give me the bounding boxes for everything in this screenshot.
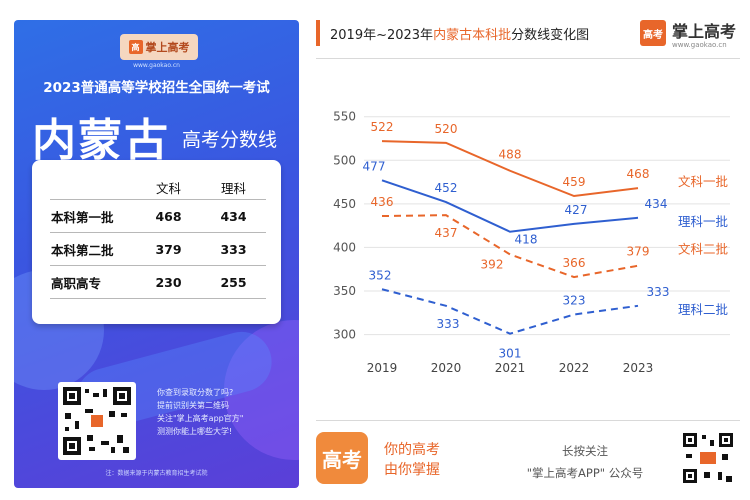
- data-label: 323: [563, 294, 586, 308]
- poster-footer-note: 注：数据来源于内蒙古教育招生考试院: [105, 470, 208, 477]
- qr-code-icon[interactable]: [682, 432, 734, 484]
- slogan-line: 你的高考: [384, 442, 440, 458]
- chart-series: [381, 140, 639, 335]
- score-table-row: 高职高专 230 255: [50, 265, 266, 299]
- chart-title-suffix: 分数线变化图: [511, 28, 590, 43]
- y-tick-label: 500: [333, 153, 356, 167]
- score-table-row: 本科第一批 468 434: [50, 199, 266, 233]
- poster-promo-text: 你查到录取分数了吗? 提前识别关第二维码 关注"掌上高考app官方" 测测你能上…: [157, 386, 243, 438]
- legend-entry: 理科一批: [678, 214, 728, 229]
- score-table-cell: 本科第二批: [50, 232, 136, 266]
- poster-logo-text: 掌上高考: [145, 41, 190, 54]
- follow-line: "掌上高考APP" 公众号: [526, 466, 644, 480]
- x-tick-label: 2023: [623, 361, 654, 375]
- follow-prompt: 长按关注 "掌上高考APP" 公众号: [510, 440, 660, 484]
- series-line: [381, 288, 639, 335]
- title-accent-bar: [316, 20, 320, 46]
- data-label: 352: [369, 268, 392, 282]
- chart-title: 2019年~2023年内蒙古本科批分数线变化图: [330, 24, 589, 43]
- data-label: 468: [627, 167, 650, 181]
- legend-entry: 文科一批: [678, 174, 728, 189]
- score-table-cell: 379: [136, 232, 201, 266]
- x-tick-label: 2021: [495, 361, 526, 375]
- y-tick-label: 300: [333, 328, 356, 342]
- score-table-header-cell: 理科: [201, 175, 266, 200]
- score-table-row: 本科第二批 379 333: [50, 232, 266, 266]
- legend-entry: 文科二批: [678, 242, 728, 257]
- data-label: 434: [645, 197, 668, 211]
- score-table-cell: 434: [201, 199, 266, 233]
- y-axis: 300 350 400 450 500 550: [333, 110, 356, 342]
- poster-logo: 高 掌上高考: [120, 34, 198, 60]
- chart-title-highlight: 内蒙古本科批: [433, 28, 512, 43]
- chart-data-labels: 522 520 488 459 468 477 452 418 427 434 436 437 392 3…: [363, 120, 670, 361]
- score-table-cell: 高职高专: [50, 265, 136, 299]
- score-table-cell: 230: [136, 265, 201, 299]
- poster-subtitle: 2023普通高等学校招生全国统一考试: [43, 80, 270, 96]
- x-tick-label: 2019: [367, 361, 398, 375]
- data-label: 522: [371, 120, 394, 134]
- data-label: 520: [435, 122, 458, 136]
- data-label: 418: [515, 233, 538, 247]
- x-tick-label: 2022: [559, 361, 590, 375]
- score-table-header-cell: [50, 175, 136, 200]
- data-label: 301: [499, 347, 522, 361]
- data-label: 477: [363, 159, 386, 173]
- y-tick-label: 550: [333, 110, 356, 124]
- chart-title-prefix: 2019年~2023年: [330, 28, 434, 43]
- gaokao-app-icon: 高考: [316, 432, 368, 484]
- follow-line: 长按关注: [562, 444, 608, 458]
- slogan: 你的高考 由你掌握: [384, 440, 440, 480]
- divider: [316, 420, 740, 421]
- y-tick-label: 350: [333, 284, 356, 298]
- data-label: 366: [563, 256, 586, 270]
- brand-url: www.gaokao.cn: [672, 41, 727, 49]
- score-table-header: 文科 理科: [50, 175, 266, 200]
- legend-entry: 理科二批: [678, 302, 728, 317]
- brand-logo: 高考 掌上高考 www.gaokao.cn: [640, 18, 740, 58]
- data-label: 333: [437, 317, 460, 331]
- promo-line: 提前识别关第二维码: [157, 401, 229, 410]
- x-axis: 2019 2020 2021 2022 2023: [367, 361, 654, 375]
- poster-region-title: 内蒙古: [32, 115, 170, 166]
- score-table-cell: 333: [201, 232, 266, 266]
- poster: 高 掌上高考 www.gaokao.cn 2023普通高等学校招生全国统一考试 …: [14, 20, 299, 488]
- slogan-line: 由你掌握: [384, 462, 440, 478]
- data-label: 437: [435, 226, 458, 240]
- series-line: [381, 179, 639, 233]
- data-label: 333: [647, 285, 670, 299]
- data-label: 379: [627, 245, 650, 259]
- score-table-cell: 255: [201, 265, 266, 299]
- promo-line: 测测你能上哪些大学!: [157, 427, 233, 436]
- poster-score-line-label: 高考分数线: [182, 129, 278, 151]
- y-tick-label: 450: [333, 197, 356, 211]
- gaokao-logo-icon: 高考: [640, 20, 666, 46]
- data-label: 436: [371, 195, 394, 209]
- score-table: 文科 理科 本科第一批 468 434 本科第二批 379 333 高职高专 2…: [50, 175, 266, 299]
- data-label: 459: [563, 175, 586, 189]
- promo-line: 关注"掌上高考app官方": [157, 414, 244, 423]
- qr-code-icon[interactable]: [58, 382, 136, 460]
- gaokao-logo-icon: 高: [128, 40, 143, 54]
- data-label: 452: [435, 181, 458, 195]
- promo-line: 你查到录取分数了吗?: [157, 388, 234, 397]
- poster-site-url: www.gaokao.cn: [133, 62, 180, 69]
- data-label: 488: [499, 148, 522, 162]
- chart-grid: [364, 116, 730, 336]
- y-tick-label: 400: [333, 240, 356, 254]
- score-table-cell: 468: [136, 199, 201, 233]
- series-line: [381, 140, 639, 198]
- x-tick-label: 2020: [431, 361, 462, 375]
- divider: [316, 58, 740, 59]
- score-table-cell: 本科第一批: [50, 199, 136, 233]
- score-card: 文科 理科 本科第一批 468 434 本科第二批 379 333 高职高专 2…: [32, 160, 281, 324]
- data-label: 427: [565, 203, 588, 217]
- data-label: 392: [481, 257, 504, 271]
- score-table-header-cell: 文科: [136, 175, 201, 200]
- series-line: [381, 214, 639, 279]
- brand-name: 掌上高考: [672, 22, 737, 41]
